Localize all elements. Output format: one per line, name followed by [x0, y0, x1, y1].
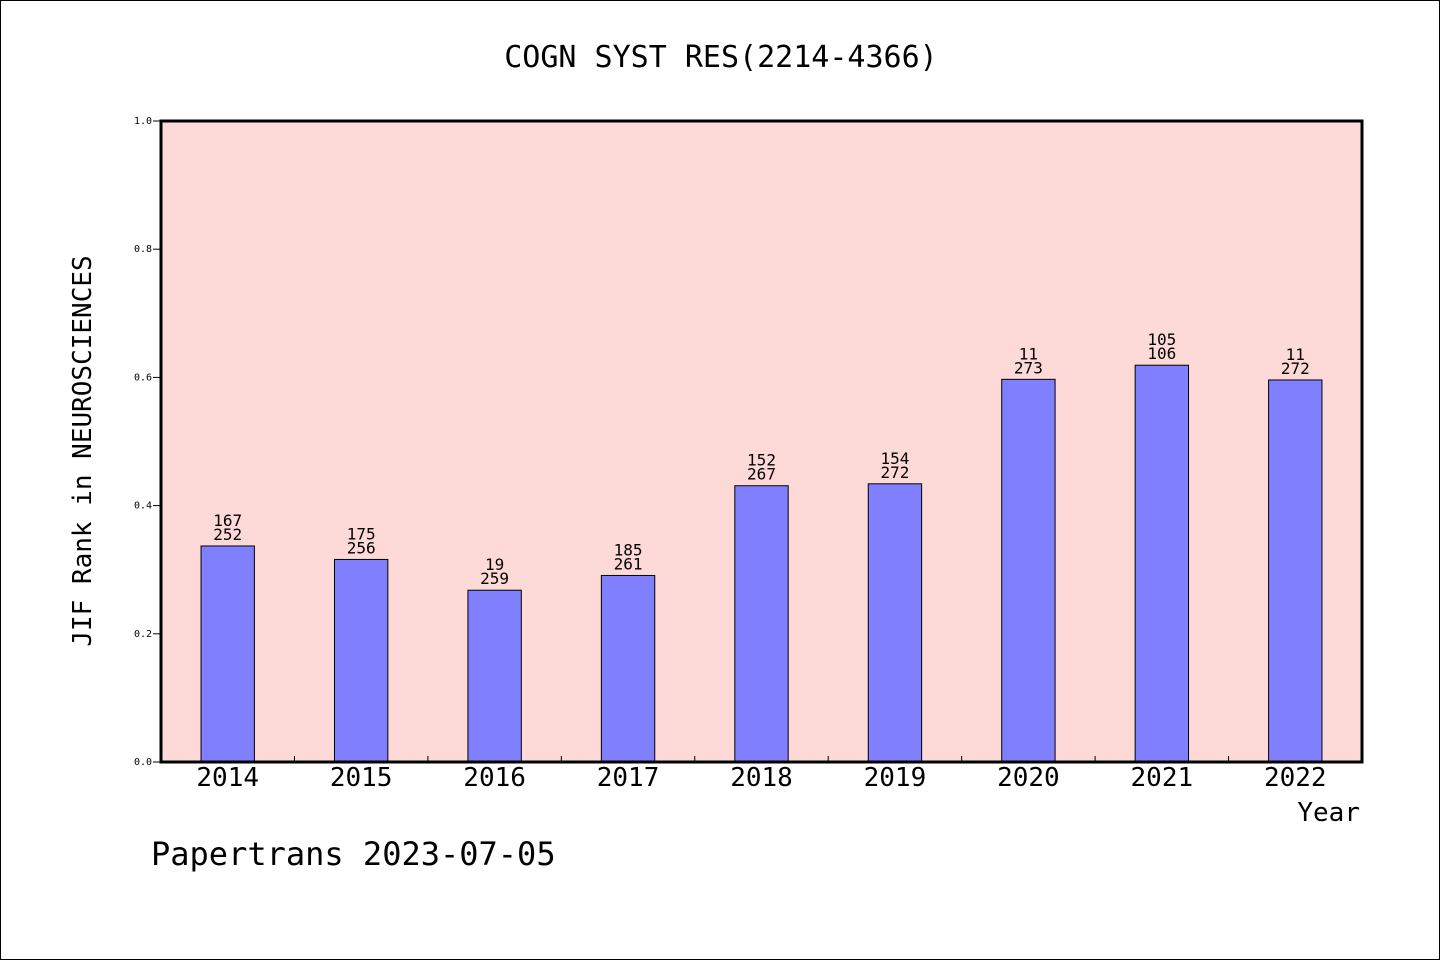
bar-total-label: 272 — [1281, 359, 1310, 378]
bar-total-label: 252 — [213, 525, 242, 544]
bar — [1134, 364, 1190, 763]
x-tick-label: 2018 — [730, 763, 793, 793]
bar-total-label: 273 — [1014, 358, 1043, 377]
bar-total-label: 106 — [1147, 344, 1176, 363]
bar — [333, 558, 389, 763]
y-axis-label: JIF Rank in NEUROSCIENCES — [68, 255, 98, 646]
bar — [1268, 379, 1323, 763]
y-tick-label: 0.6 — [134, 372, 152, 383]
bar-rank-label: 175 — [347, 524, 376, 543]
bar-total-label: 256 — [347, 538, 376, 557]
bar-total-label: 272 — [880, 463, 909, 482]
x-tick-label: 2016 — [463, 763, 526, 793]
y-tick-label: 1.0 — [134, 116, 152, 127]
x-axis: 2014 2015 2016 2017 2018 2019 2020 2021 2022 — [196, 756, 1327, 793]
y-tick-label: 0.4 — [134, 501, 152, 512]
bar — [734, 485, 789, 763]
bar-rank-label: 19 — [485, 555, 504, 574]
y-tick-label: 0.8 — [134, 244, 152, 255]
bar-rank-label: 105 — [1147, 330, 1176, 349]
x-tick-label: 2014 — [196, 763, 259, 793]
x-tick-label: 2019 — [864, 763, 927, 793]
bar — [1001, 378, 1056, 763]
bar — [867, 483, 923, 763]
bar — [600, 574, 656, 763]
bar-rank-label: 185 — [614, 540, 643, 559]
bar — [200, 545, 255, 763]
bar-rank-label: 154 — [880, 449, 909, 468]
bar-total-label: 261 — [614, 554, 643, 573]
x-tick-label: 2015 — [330, 763, 393, 793]
bar-rank-label: 11 — [1286, 345, 1305, 364]
plot-border — [159, 119, 1364, 764]
y-tick-label: 0.0 — [134, 757, 152, 768]
chart-title: COGN SYST RES(2214-4366) — [504, 40, 937, 75]
bar — [467, 589, 522, 763]
x-tick-label: 2021 — [1131, 763, 1194, 793]
x-tick-label: 2022 — [1264, 763, 1327, 793]
footer-credit: Papertrans 2023-07-05 — [151, 835, 556, 873]
bar-rank-label: 11 — [1019, 344, 1038, 363]
bar-rank-label: 152 — [747, 451, 776, 470]
bar-rank-label: 167 — [213, 511, 242, 530]
y-tick-label: 0.2 — [134, 629, 152, 640]
y-axis: 0.0 0.2 0.4 0.6 0.8 1.0 — [134, 116, 161, 768]
bar-total-label: 267 — [747, 465, 776, 484]
x-axis-label: Year — [1297, 798, 1360, 828]
x-tick-label: 2020 — [997, 763, 1060, 793]
bar-total-label: 259 — [480, 569, 509, 588]
x-tick-label: 2017 — [597, 763, 660, 793]
